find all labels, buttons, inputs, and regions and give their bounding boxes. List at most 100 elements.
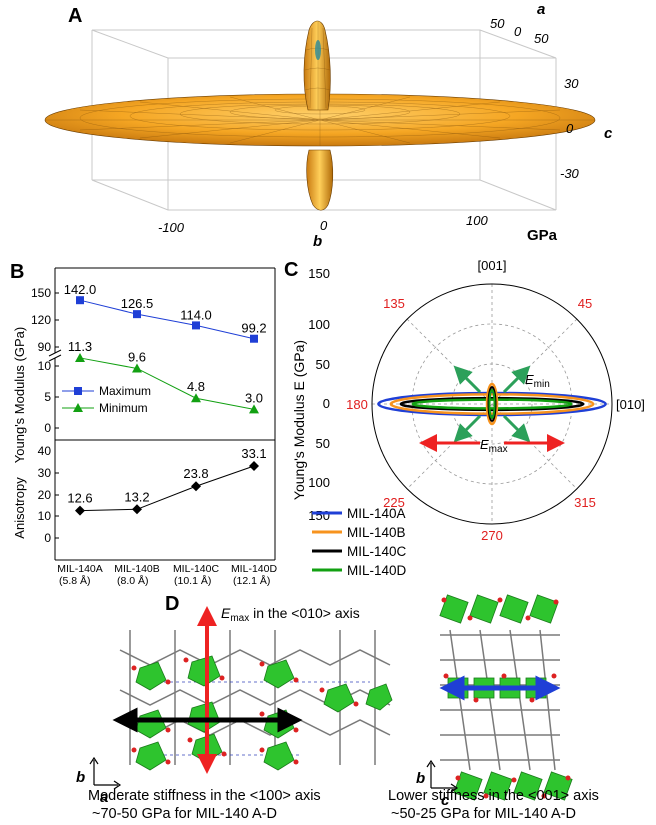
radial-tick: 0 [323,396,330,411]
radial-tick: 50 [316,357,330,372]
y-tick-label: 0 [44,421,51,435]
x-category-label: MIL-140D [231,563,278,575]
radial-tick: 150 [308,266,330,281]
polar-curve-mil-140c [399,396,585,412]
anisotropy-point [75,505,85,516]
crystal-structure-right [439,594,573,801]
axis-c-label: c [604,125,613,142]
c-tick: 30 [564,76,579,91]
a-tick: 50 [490,16,505,31]
right-axis-b: b [416,770,425,787]
x-category-label: MIL-140B [114,563,160,575]
panel-d-figure: D Emax in the <010> axis [76,593,573,809]
x-subcategory-label: (10.1 Å) [174,575,212,587]
axis-triad-left [89,756,122,790]
legend-minimum-marker [73,403,83,412]
legend-minimum: Minimum [99,401,148,415]
anisotropy-point [191,481,201,492]
angle-label: 45 [578,296,592,311]
x-subcategory-row: (5.8 Å) (8.0 Å) (10.1 Å) (12.1 Å) [0,575,280,591]
y-tick-label: 0 [44,531,51,545]
emax-axis-title: Emax in the <010> axis [221,605,360,624]
right-axis-c: c [441,792,450,809]
c-tick: -30 [560,166,580,181]
legend-mil-140a: MIL-140A [347,506,406,521]
y-tick-label: 30 [38,466,52,480]
anisotropy-data-label: 33.1 [241,446,266,461]
maximum-data-label: 126.5 [121,296,154,311]
ylabel-polar: Young's Modulus E (GPa) [291,340,307,500]
legend: Maximum Minimum [62,384,151,415]
x-subcategory-label: (8.0 Å) [117,575,149,587]
maximum-data-label: 99.2 [241,321,266,336]
polar-curve-mil-140a [377,391,607,417]
caption-left-line2: ~70-50 GPa for MIL-140 A-D [92,806,277,822]
anisotropy-data-label: 23.8 [183,466,208,481]
radial-tick: 150 [308,508,330,523]
panel-c-polar-chart: C Young's Modulus E (GPa) 150 100 50 0 5… [284,258,645,578]
c-tick: 0 [566,121,574,136]
polar-vertical-lobe [488,389,496,419]
panel-a-letter: A [68,5,82,27]
minimum-point [249,404,259,414]
y-tick-label: 20 [38,488,52,502]
angle-label: 315 [574,495,596,510]
radial-tick-labels: 150 100 50 0 50 100 150 [308,266,330,523]
y-tick-label: 10 [38,509,52,523]
left-axis-a: a [100,789,108,806]
direction-010-label: [010] [616,397,645,412]
legend-mil-140b: MIL-140B [347,525,406,540]
a-tick: 50 [534,31,549,46]
minimum-point [132,363,142,373]
angle-label: 180 [346,397,368,412]
b-tick: 0 [320,218,328,233]
x-subcategory-label: (12.1 Å) [233,575,271,587]
caption-right-line2: ~50-25 GPa for MIL-140 A-D [391,806,576,822]
minimum-data-label: 9.6 [128,349,146,364]
a-tick: 0 [514,24,522,39]
ylabel-youngs-modulus: Young's Modulus (GPa) [12,327,27,463]
left-axis-b: b [76,769,85,786]
radial-tick: 50 [316,436,330,451]
unit-label: GPa [527,227,558,244]
maximum-data-label: 114.0 [180,307,212,322]
polar-legend: MIL-140A MIL-140B MIL-140C MIL-140D [312,506,407,578]
anisotropy-data-label: 12.6 [67,491,92,506]
emin-label: Emin [525,372,550,390]
anisotropy-data-label: 13.2 [124,489,149,504]
y-tick-label: 10 [38,359,52,373]
series-maximum-line [79,299,255,340]
angle-label: 225 [383,495,405,510]
polar-curve-mil-140b [389,393,595,415]
y-tick-label: 150 [31,286,51,300]
tick-marks [55,292,59,539]
modulus-surface [44,20,596,211]
y-tick-label: 120 [31,313,51,327]
direction-001-label: [001] [478,258,507,273]
panel-c-letter: C [284,259,298,281]
y-tick-label: 5 [44,390,51,404]
emax-label: Emax [480,437,508,455]
minimum-data-label: 11.3 [68,339,92,354]
maximum-point [192,321,200,330]
maximum-point [133,310,141,319]
panel-b-chart: B Young's Modulus (GPa) Anisotropy 150 1… [10,261,278,575]
minimum-data-label: 4.8 [187,379,205,394]
legend-mil-140c: MIL-140C [347,544,407,559]
b-tick: -100 [158,220,185,235]
panel-d-letter: D [165,593,179,615]
axis-b-label: b [313,233,322,250]
axis-triad-right [426,759,459,793]
angle-label: 270 [481,528,503,543]
maximum-point [250,334,258,343]
y-tick-label: 90 [38,340,52,354]
panel-a-figure: A [44,1,613,250]
polar-outer-circle [371,283,613,525]
stiffness-arrows-left [112,606,303,774]
polar-vertical-lobe [485,382,499,426]
minimum-point [75,352,85,362]
caption-right-line1: Lower stiffness in the <001> axis [388,788,599,804]
anisotropy-line [79,465,255,512]
emin-arrows [453,365,531,443]
legend-maximum-marker [74,387,82,395]
